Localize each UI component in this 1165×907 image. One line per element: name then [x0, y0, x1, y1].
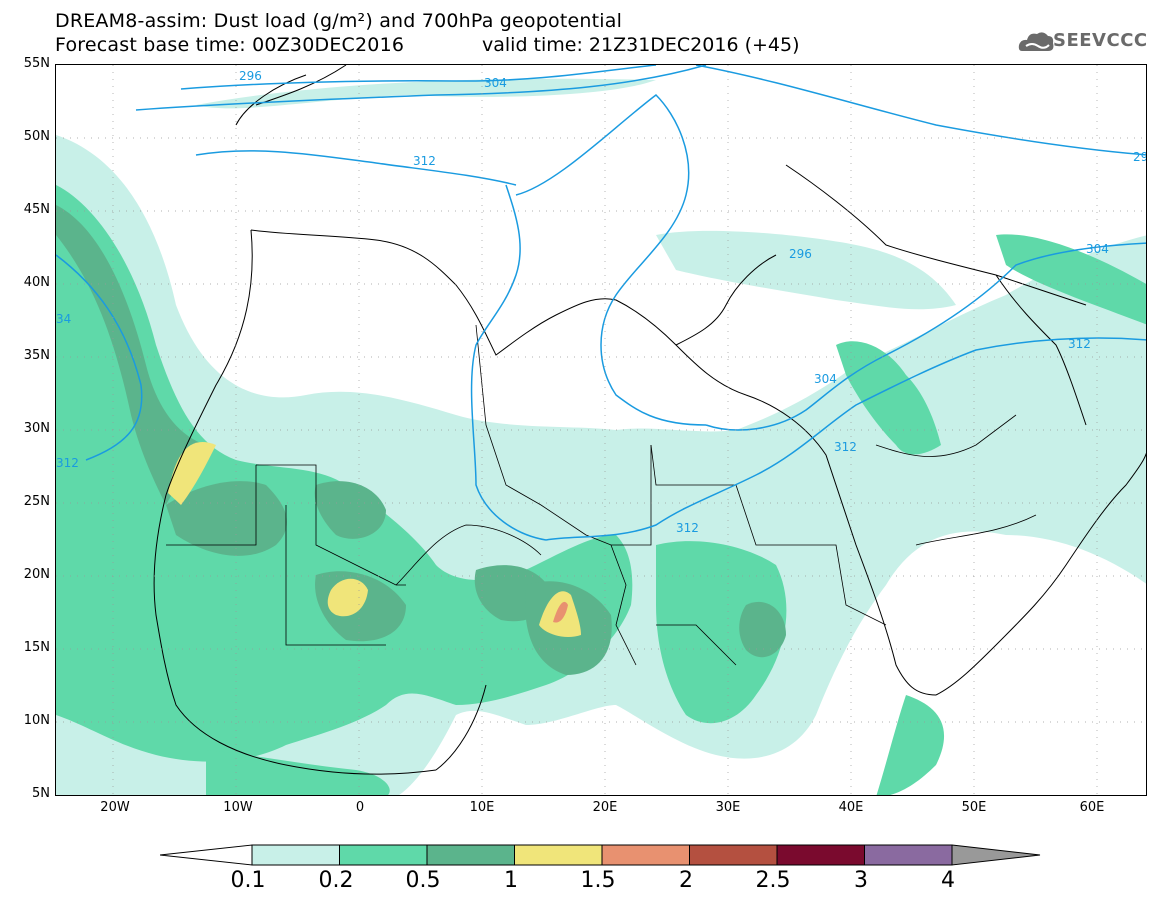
colorbar-label: 1 [504, 868, 518, 893]
colorbar-cell [689, 844, 778, 866]
contour-label: 312 [56, 456, 79, 470]
lat-label: 35N [23, 348, 50, 363]
contour-label: 304 [484, 76, 507, 90]
lat-label: 55N [23, 56, 50, 71]
lon-label: 0 [355, 800, 365, 815]
colorbar-cell [251, 844, 340, 866]
colorbar-label: 2.5 [755, 868, 791, 893]
contour-label: 29 [1133, 150, 1147, 164]
lat-label: 40N [23, 275, 50, 290]
lat-label: 15N [23, 640, 50, 655]
colorbar-min-arrow [160, 844, 253, 866]
lon-label: 30E [715, 800, 741, 815]
colorbar-cell [601, 844, 690, 866]
lon-label: 20E [592, 800, 618, 815]
colorbar-cell [339, 844, 428, 866]
colorbar-label: 2 [679, 868, 693, 893]
colorbar-cell [426, 844, 515, 866]
dust-field-max [553, 601, 568, 623]
colorbar-label: 4 [941, 868, 955, 893]
lat-label: 20N [23, 567, 50, 582]
contour-label: 312 [413, 154, 436, 168]
lat-label: 25N [23, 494, 50, 509]
graticule [56, 65, 1146, 795]
colorbar-label: 1.5 [580, 868, 616, 893]
colorbar-cell [514, 844, 603, 866]
contour-labels: 296 304 312 29 304 312 296 304 312 312 3… [56, 69, 1147, 535]
cloud-logo-icon [1018, 32, 1054, 51]
lat-label: 10N [23, 713, 50, 728]
lon-label: 10W [223, 800, 253, 815]
lat-label: 50N [23, 129, 50, 144]
lat-label: 45N [23, 202, 50, 217]
contour-label: 312 [676, 521, 699, 535]
coastlines [153, 65, 1146, 775]
contour-label: 34 [56, 312, 71, 326]
colorbar-label: 0.1 [230, 868, 266, 893]
dust-map: 296 304 312 29 304 312 296 304 312 312 3… [56, 65, 1147, 795]
lon-label: 10E [469, 800, 495, 815]
colorbar-label: 0.2 [318, 868, 354, 893]
borders [166, 324, 1037, 666]
logo-text: SEEVCCC [1053, 30, 1148, 51]
contour-label: 304 [814, 372, 837, 386]
lat-label: 5N [32, 786, 50, 801]
lon-label: 60E [1079, 800, 1105, 815]
colorbar-cell [776, 844, 865, 866]
colorbar [160, 844, 1041, 866]
dust-field-medium [56, 185, 1146, 795]
geopotential-contours [56, 65, 1146, 541]
lon-label: 20W [100, 800, 130, 815]
title-line-2: Forecast base time: 00Z30DEC2016 [55, 34, 405, 56]
valid-time: valid time: 21Z31DEC2016 (+45) [482, 34, 800, 56]
contour-label: 296 [239, 69, 262, 83]
lon-label: 50E [961, 800, 987, 815]
title-line-1: DREAM8-assim: Dust load (g/m²) and 700hP… [55, 10, 623, 32]
lat-label: 30N [23, 421, 50, 436]
map-panel: 296 304 312 29 304 312 296 304 312 312 3… [55, 64, 1147, 796]
contour-label: 312 [834, 440, 857, 454]
contour-label: 304 [1086, 242, 1109, 256]
contour-label: 296 [789, 247, 812, 261]
contour-label: 312 [1068, 337, 1091, 351]
colorbar-max-arrow [951, 844, 1041, 866]
colorbar-label: 3 [854, 868, 868, 893]
colorbar-cell [864, 844, 953, 866]
lon-label: 40E [838, 800, 864, 815]
colorbar-label: 0.5 [405, 868, 441, 893]
